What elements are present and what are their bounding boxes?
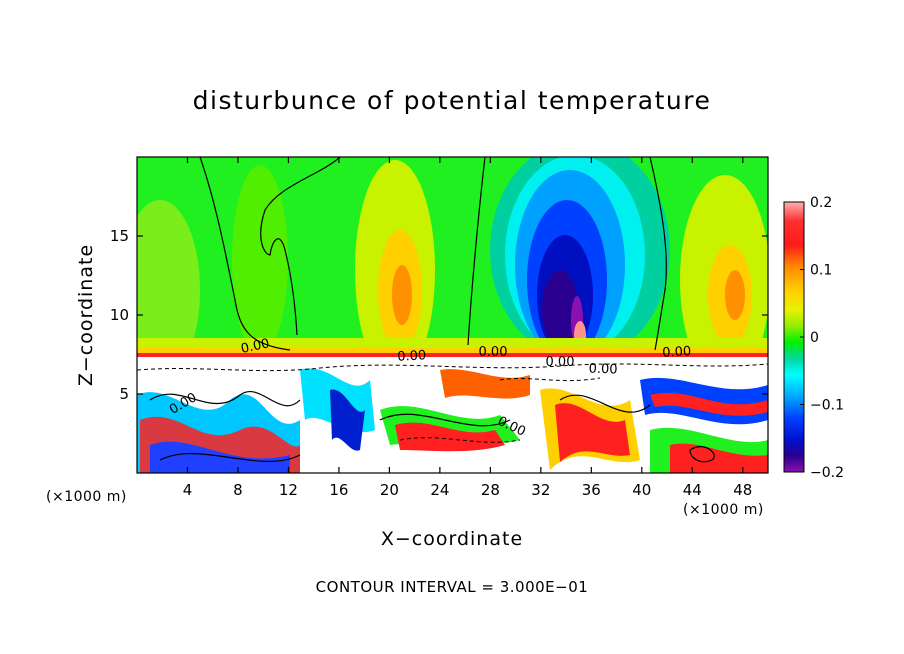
y-tick-label: 15 (110, 227, 129, 245)
contour-label: 0.00 (662, 344, 692, 360)
x-tick-label: 20 (380, 481, 399, 499)
x-tick-label: 4 (183, 481, 193, 499)
x-tick-label: 16 (329, 481, 348, 499)
plot-field (137, 157, 768, 473)
colorbar-tick-label: −0.1 (810, 398, 844, 414)
colorbar-ticks: 0.2 0.1 0 −0.1 −0.2 (800, 195, 844, 481)
colorbar-tick-label: −0.2 (810, 465, 844, 481)
x-tick-label: 28 (481, 481, 500, 499)
contour-interval-note: CONTOUR INTERVAL = 3.000E−01 (315, 578, 589, 596)
contour-label: 0.00 (546, 355, 575, 370)
x-unit-label-right: (×1000 m) (683, 502, 764, 518)
y-axis: 5 10 15 (110, 227, 768, 403)
y-axis-title: Z−coordinate (75, 243, 97, 387)
contour-label: 0.00 (397, 348, 427, 364)
x-tick-label: 24 (430, 481, 449, 499)
contour-label: 0.00 (240, 336, 271, 357)
x-tick-label: 44 (683, 481, 702, 499)
y-tick-label: 10 (110, 306, 129, 324)
x-tick-label: 12 (279, 481, 298, 499)
x-tick-label: 8 (233, 481, 243, 499)
x-axis: 4 8 12 16 20 24 28 32 36 40 44 48 (183, 157, 752, 499)
x-axis-title: X−coordinate (380, 528, 524, 550)
colorbar-tick-label: 0.1 (810, 263, 832, 279)
x-tick-label: 32 (531, 481, 550, 499)
chart-title: disturbunce of potential temperature (192, 86, 712, 115)
y-tick-label: 5 (119, 385, 129, 403)
colorbar-tick-label: 0 (810, 330, 819, 346)
x-tick-label: 36 (582, 481, 601, 499)
x-unit-label-left: (×1000 m) (46, 489, 127, 505)
x-tick-label: 40 (632, 481, 651, 499)
colorbar-tick-label: 0.2 (810, 195, 832, 211)
contour-label: 0.00 (479, 345, 508, 360)
x-tick-label: 48 (733, 481, 752, 499)
contour-label: 0.00 (588, 362, 617, 378)
